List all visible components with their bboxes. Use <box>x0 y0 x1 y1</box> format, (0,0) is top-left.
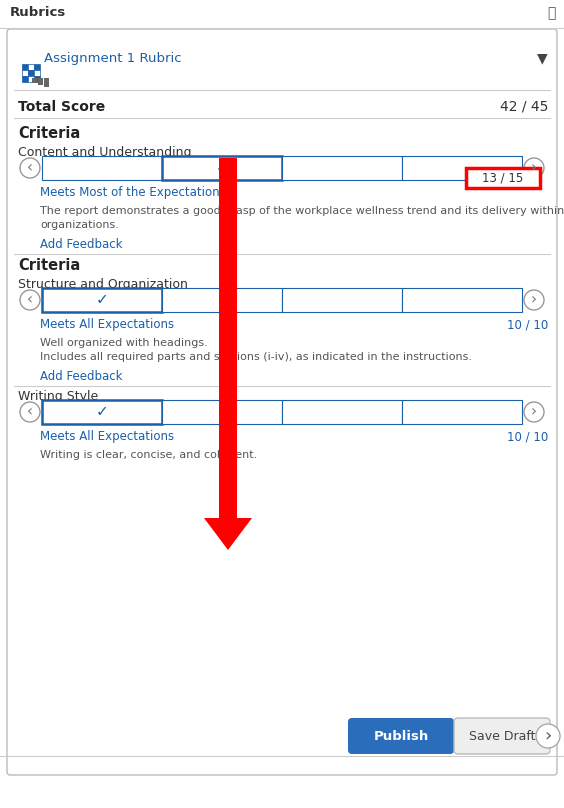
Bar <box>28 70 34 76</box>
Circle shape <box>20 290 40 310</box>
Text: organizations.: organizations. <box>40 220 119 230</box>
Text: 10 / 10: 10 / 10 <box>506 430 548 443</box>
Text: Rubrics: Rubrics <box>10 6 66 19</box>
Bar <box>28 64 34 70</box>
Circle shape <box>20 158 40 178</box>
Bar <box>402 400 522 424</box>
Bar <box>22 70 28 76</box>
Text: ✓: ✓ <box>96 292 108 308</box>
Bar <box>34 76 40 82</box>
FancyBboxPatch shape <box>454 718 550 754</box>
Text: ›: › <box>531 405 537 419</box>
Bar <box>38 78 43 85</box>
Bar <box>402 288 522 312</box>
Bar <box>466 168 540 188</box>
Text: Well organized with headings.: Well organized with headings. <box>40 338 208 348</box>
Text: Add Feedback: Add Feedback <box>40 370 122 383</box>
Bar <box>282 156 402 180</box>
Text: The report demonstrates a good grasp of the workplace wellness trend and its del: The report demonstrates a good grasp of … <box>40 206 564 216</box>
Text: ‹: ‹ <box>27 405 33 419</box>
Text: ✓: ✓ <box>96 405 108 419</box>
Text: Criteria: Criteria <box>18 258 80 273</box>
Circle shape <box>524 158 544 178</box>
Text: 42 / 45: 42 / 45 <box>500 100 548 114</box>
Text: Add Feedback: Add Feedback <box>40 238 122 251</box>
Text: 13 / 15: 13 / 15 <box>482 171 523 184</box>
Circle shape <box>20 402 40 422</box>
Text: Includes all required parts and sections (i-iv), as indicated in the instruction: Includes all required parts and sections… <box>40 352 472 362</box>
Bar <box>34 70 40 76</box>
Bar <box>162 288 282 312</box>
Text: ⎋: ⎋ <box>547 6 556 20</box>
Text: Save Draft: Save Draft <box>469 730 535 743</box>
Bar <box>42 288 162 312</box>
Text: Writing is clear, concise, and coherent.: Writing is clear, concise, and coherent. <box>40 450 257 460</box>
Text: Structure and Organization: Structure and Organization <box>18 278 188 291</box>
Text: Meets All Expectations: Meets All Expectations <box>40 318 174 331</box>
Bar <box>162 400 282 424</box>
Text: ‹: ‹ <box>27 161 33 175</box>
Bar <box>0 0 564 28</box>
Text: ›: › <box>531 292 537 308</box>
Bar <box>42 400 162 424</box>
Bar <box>28 76 34 82</box>
Text: ‹: ‹ <box>27 292 33 308</box>
Text: ✓: ✓ <box>215 161 228 175</box>
Circle shape <box>536 724 560 748</box>
Text: 10 / 10: 10 / 10 <box>506 318 548 331</box>
Text: Meets All Expectations: Meets All Expectations <box>40 430 174 443</box>
Bar <box>282 288 402 312</box>
Text: Criteria: Criteria <box>18 126 80 141</box>
Text: ›: › <box>531 161 537 175</box>
Text: Assignment 1 Rubric: Assignment 1 Rubric <box>44 52 182 65</box>
Bar <box>22 64 28 70</box>
Text: Content and Understanding: Content and Understanding <box>18 146 192 159</box>
Text: Publish: Publish <box>373 730 429 743</box>
FancyBboxPatch shape <box>348 718 454 754</box>
Circle shape <box>524 290 544 310</box>
Bar <box>42 156 162 180</box>
Text: ▼: ▼ <box>537 51 548 65</box>
Text: Writing Style: Writing Style <box>18 390 98 403</box>
Text: Meets Most of the Expectations: Meets Most of the Expectations <box>40 186 226 199</box>
Bar <box>34 64 40 70</box>
Text: ›: › <box>544 727 552 745</box>
Polygon shape <box>204 518 252 550</box>
Bar <box>219 158 237 518</box>
Bar <box>402 156 522 180</box>
Bar <box>22 76 28 82</box>
Circle shape <box>524 402 544 422</box>
Bar <box>162 156 282 180</box>
Bar <box>282 400 402 424</box>
Text: Total Score: Total Score <box>18 100 105 114</box>
FancyBboxPatch shape <box>7 29 557 775</box>
Bar <box>44 78 49 87</box>
Bar <box>32 78 37 83</box>
